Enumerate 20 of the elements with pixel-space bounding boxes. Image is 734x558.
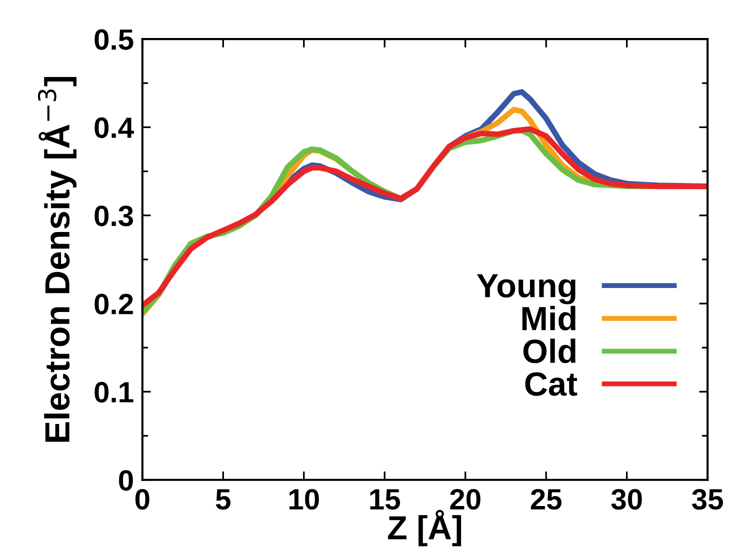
legend-label: Young [476,274,576,304]
legend-label: Mid [522,306,576,330]
y-tick-label: 0.1 [94,382,134,403]
y-tick-label: 0.2 [94,294,133,314]
x-tick-label: 30 [611,488,642,510]
x-tick-label: 20 [450,488,480,510]
y-tick-label: 0.5 [94,29,134,50]
x-tick-label: 10 [289,488,319,510]
legend-label: Cat [525,372,578,396]
x-tick-label: 35 [692,488,723,510]
y-tick-label: 0.3 [94,206,134,226]
x-tick-label: 25 [530,488,562,510]
x-tick-label: 5 [216,489,230,510]
legend-label: Old [523,338,576,364]
x-axis-title: Z [Å] [388,510,462,546]
x-tick-label: 0 [135,488,150,510]
y-axis-title: Electron Density [Å$^{−3}$] [38,77,76,442]
y-tick-label: 0.4 [94,117,134,138]
x-tick-label: 15 [370,489,400,510]
y-tick-label: 0 [118,470,133,491]
